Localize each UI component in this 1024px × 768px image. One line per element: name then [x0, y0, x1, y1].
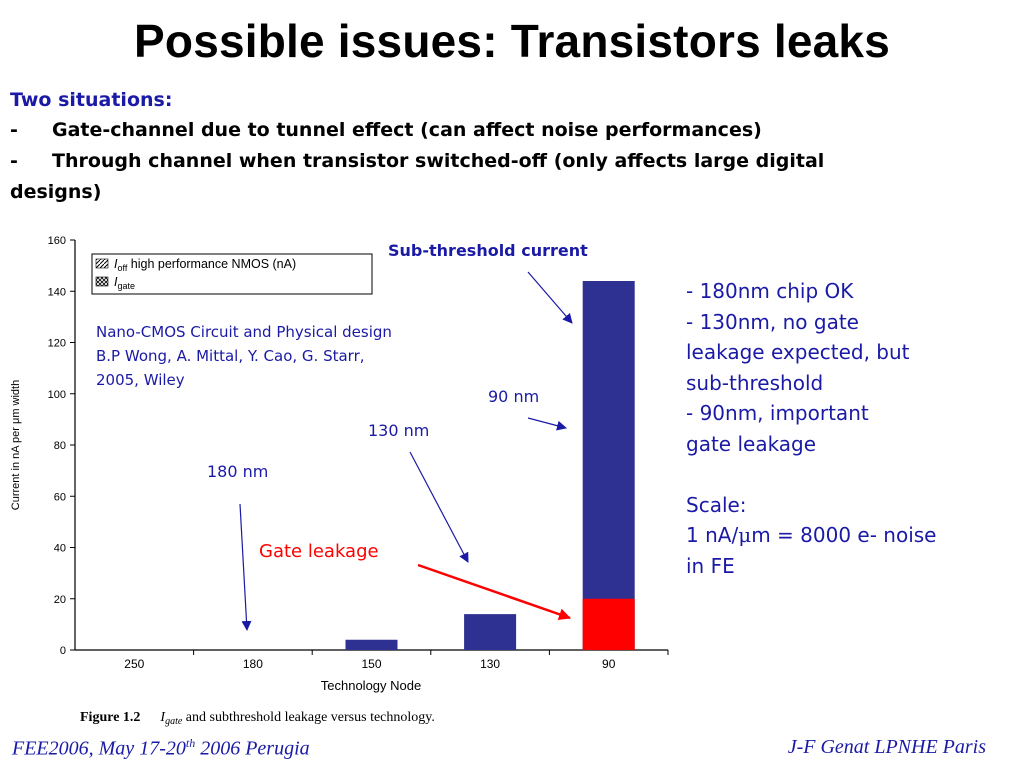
y-tick-label: 140	[48, 286, 66, 298]
bar-ioff-150	[345, 639, 398, 650]
situation-text-2: Through channel when transistor switched…	[52, 150, 825, 172]
note-line: in FE	[686, 553, 735, 578]
chart-legend: Ioff high performance NMOS (nA) Igate	[91, 253, 373, 295]
y-tick-label: 0	[60, 645, 66, 657]
bullet-dash: -	[10, 119, 18, 141]
annotation-sub-threshold: Sub-threshold current	[388, 241, 588, 260]
y-tick-label: 60	[54, 491, 66, 503]
bullet-dash: -	[10, 150, 18, 172]
annotation-180nm: 180 nm	[207, 462, 268, 481]
leakage-chart: 0 20 40 60 80 100 120 140 160 250 180 150 130 90 Cur…	[10, 235, 669, 727]
situation-item-2: - Through channel when transistor switche…	[10, 146, 824, 177]
situation-item-2-cont: designs)	[10, 181, 102, 203]
annotation-130nm: 130 nm	[368, 421, 429, 440]
situation-item-1: - Gate-channel due to tunnel effect (can …	[10, 115, 762, 146]
annotations: Sub-threshold current 90 nm 130 nm 180 n…	[207, 241, 588, 631]
legend-label-ioff: Ioff high performance NMOS (nA)	[114, 257, 296, 273]
footer-author: J-F Genat LPNHE Paris	[787, 736, 986, 758]
note-line: sub-threshold	[686, 370, 824, 395]
bar-igate-90	[582, 598, 635, 650]
y-tick-label: 100	[48, 389, 66, 401]
citation-line: Nano-CMOS Circuit and Physical design	[96, 323, 392, 341]
bar-ioff-130	[464, 614, 517, 650]
note-line-scale: 1 nA/μm = 8000 e- noise	[686, 523, 937, 547]
x-axis-label: Technology Node	[321, 678, 421, 693]
legend-label-igate: Igate	[114, 275, 135, 291]
note-line: leakage expected, but	[686, 340, 910, 364]
y-axis-label: Current in nA per μm width	[10, 380, 22, 510]
citation: Nano-CMOS Circuit and Physical design B.…	[96, 320, 392, 392]
note-line: - 180nm chip OK	[686, 279, 854, 303]
y-tick-label: 120	[48, 338, 66, 350]
arrow-sub-threshold	[527, 271, 573, 324]
y-tick-label: 20	[54, 594, 66, 606]
legend-box	[91, 253, 373, 295]
situation-text-1: Gate-channel due to tunnel effect (can a…	[52, 119, 762, 141]
x-tick-label: 180	[243, 657, 263, 671]
annotation-gate-leakage: Gate leakage	[259, 541, 379, 562]
x-tick-label: 130	[480, 657, 500, 671]
note-line: - 130nm, no gate	[686, 309, 859, 334]
chart-axes	[74, 240, 668, 651]
footer-conference: FEE2006, May 17-20th 2006 Perugia	[12, 736, 310, 760]
situations-heading: Two situations:	[10, 89, 173, 111]
mu-symbol: μ	[738, 523, 752, 547]
note-line: - 90nm, important	[686, 401, 869, 425]
note-line: gate leakage	[686, 431, 817, 456]
note-spacer	[686, 459, 1006, 490]
notes-panel: - 180nm chip OK - 130nm, no gate leakage…	[686, 276, 1006, 581]
x-tick-label: 150	[361, 657, 381, 671]
citation-line: B.P Wong, A. Mittal, Y. Cao, G. Starr,	[96, 347, 365, 365]
citation-line: 2005, Wiley	[96, 371, 185, 389]
bar-ioff-90	[582, 281, 635, 650]
y-tick-label: 80	[54, 440, 66, 452]
y-tick-label: 40	[54, 543, 66, 555]
annotation-90nm: 90 nm	[488, 387, 539, 406]
arrow-gate-leakage	[417, 563, 571, 621]
x-tick-label: 250	[124, 657, 144, 671]
arrow-180nm	[239, 503, 252, 631]
figure-caption: Figure 1.2 Igate and subthreshold leakage…	[80, 710, 435, 727]
legend-swatch-ioff	[95, 258, 109, 269]
legend-swatch-igate	[95, 276, 109, 287]
slide-title: Possible issues: Transistors leaks	[134, 15, 890, 67]
arrow-90nm	[527, 417, 567, 431]
x-tick-label: 90	[602, 657, 616, 671]
note-line: Scale:	[686, 492, 747, 517]
y-tick-label: 160	[48, 235, 66, 247]
arrow-130nm	[409, 451, 469, 563]
